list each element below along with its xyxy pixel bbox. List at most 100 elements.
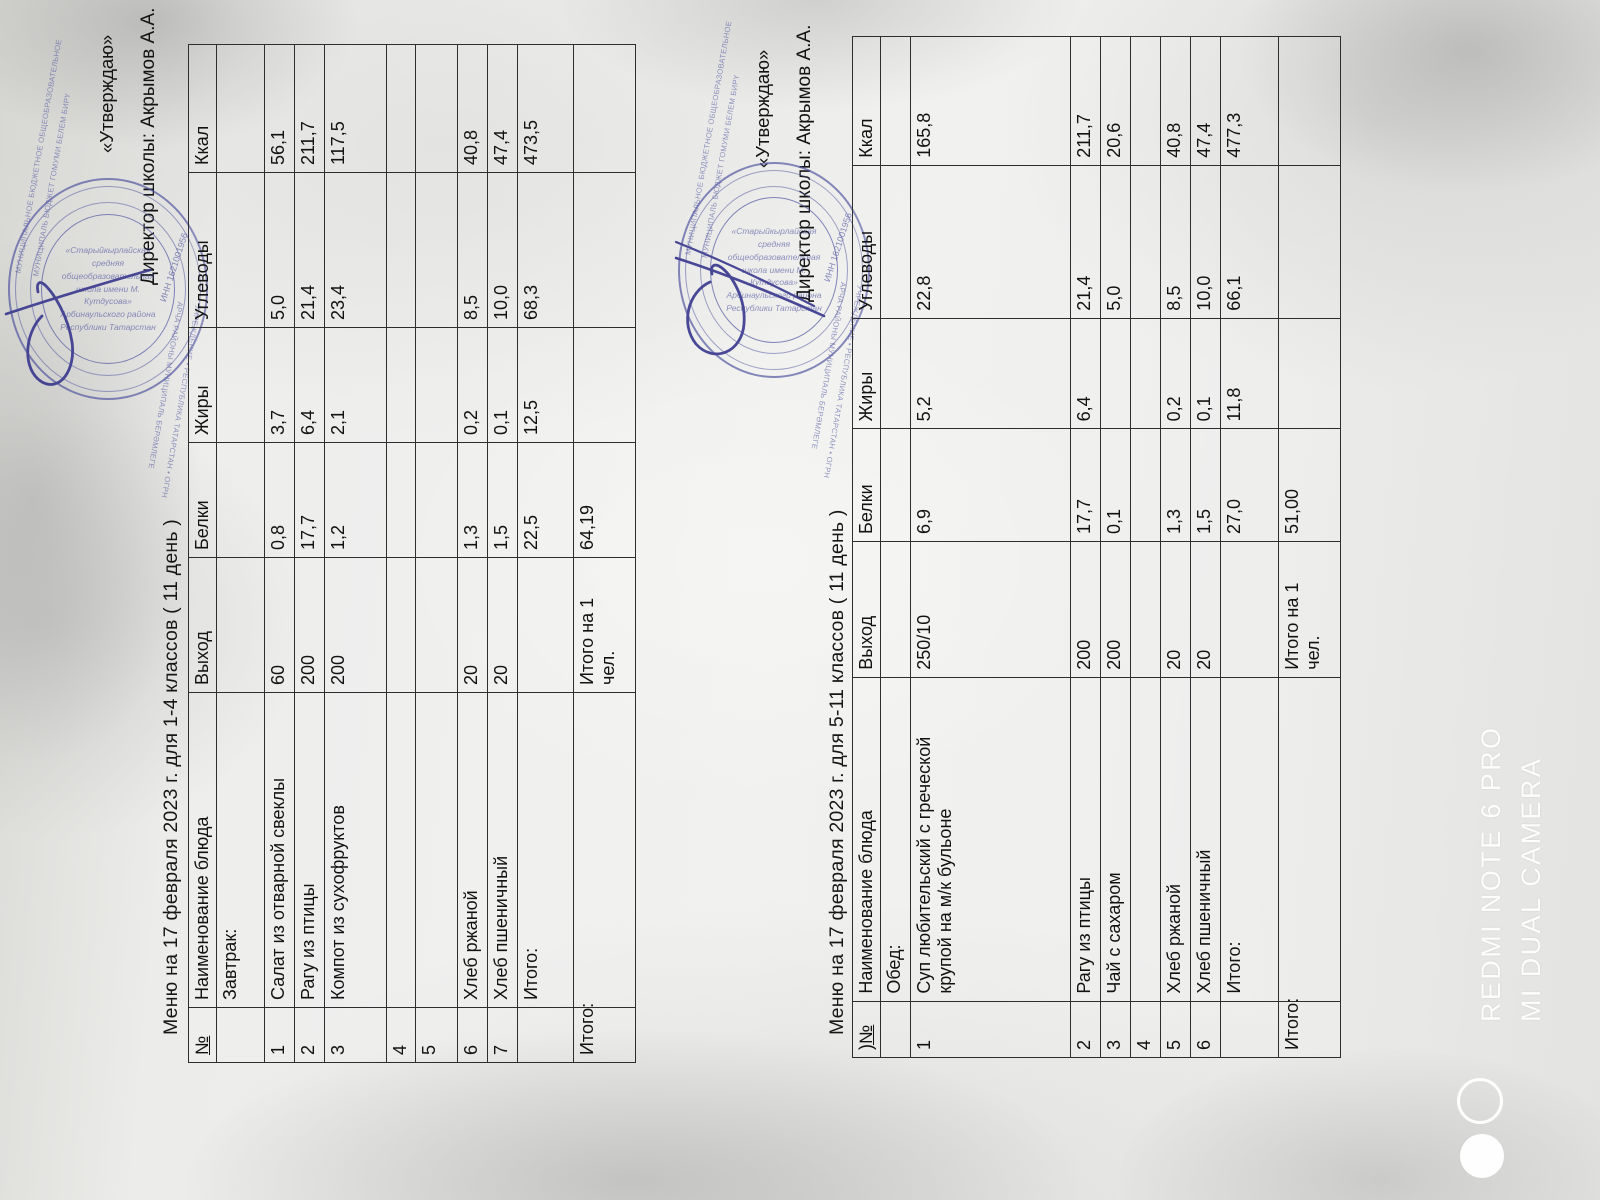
cell-kcal: 47,4 — [487, 44, 518, 173]
camera-lens-dot-icon — [1460, 1134, 1504, 1178]
grandtotal-fat — [1278, 318, 1341, 429]
table-row: 4 — [1130, 36, 1161, 1058]
grandtotal-carbs — [1278, 165, 1341, 319]
cell-dish: Компот из сухофруктов — [324, 692, 387, 1008]
cell-no: 5 — [1160, 1001, 1191, 1058]
subtotal-kcal: 477,3 — [1220, 36, 1279, 166]
col-header-output: Выход — [188, 557, 217, 693]
cell-no: 2 — [294, 1007, 325, 1063]
col-header-no: № — [188, 1007, 217, 1063]
cell-dish: Хлеб ржаной — [457, 692, 488, 1008]
cell-fat — [216, 327, 265, 443]
cell-no: 4 — [386, 1007, 416, 1063]
page-title-2: Меню на 17 февраля 2023 г. для 5-11 клас… — [826, 509, 848, 1035]
cell-fat: 6,4 — [294, 327, 325, 443]
cell-no — [216, 1007, 265, 1063]
table-grandtotal-row: Итого: Итого на 1 чел. 64,19 — [573, 44, 636, 1063]
table-row: 6 Хлеб ржаной 20 1,3 0,2 8,5 40,8 — [457, 44, 488, 1063]
cell-protein: 6,9 — [910, 428, 1071, 542]
camera-lens-ring-icon — [1457, 1078, 1503, 1124]
cell-output — [880, 541, 911, 678]
cell-output — [415, 557, 458, 693]
table-row: 2 Рагу из птицы 200 17,7 6,4 21,4 211,7 — [1070, 36, 1101, 1058]
cell-fat — [1100, 318, 1131, 429]
col-header-fat: Жиры — [852, 318, 881, 429]
table-subtotal-row: Итого: 27,0 11,8 66,1 477,3 — [1220, 36, 1279, 1058]
cell-no — [517, 1007, 574, 1063]
cell-dish: Рагу из птицы — [1070, 677, 1101, 1002]
subtotal-label: Итого: — [517, 692, 574, 1008]
subtotal-fat: 11,8 — [1220, 318, 1279, 429]
cell-output: 200 — [1100, 541, 1131, 678]
cell-dish — [1130, 677, 1161, 1002]
cell-output: 20 — [1190, 541, 1221, 678]
cell-fat — [1130, 318, 1161, 429]
approval-block-1: «Утверждаю» Директор школы: Акрымов А.А. — [96, 8, 160, 445]
table-grandtotal-row: Итого: Итого на 1 чел. 51,00 — [1278, 36, 1341, 1058]
cell-kcal: 117,5 — [324, 44, 387, 173]
approval-word-2: «Утверждаю» — [752, 49, 773, 168]
table-row: 5 — [415, 44, 458, 1063]
table-row: 6 Хлеб пшеничный 20 1,5 0,1 10,0 47,4 — [1190, 36, 1221, 1058]
cell-protein: 17,7 — [1070, 428, 1101, 542]
camera-watermark-model: REDMI NOTE 6 PRO — [1476, 725, 1506, 1022]
grandtotal-output: Итого на 1 чел. — [1278, 541, 1341, 678]
col-header-protein: Белки — [852, 428, 881, 542]
director-line-2: Директор школы: Акрымов А.А. — [794, 24, 815, 302]
grandtotal-protein: 51,00 — [1278, 428, 1341, 542]
cell-dish: Хлеб пшеничный — [1190, 677, 1221, 1002]
cell-output — [386, 557, 416, 693]
cell-kcal: 40,8 — [457, 44, 488, 173]
cell-no — [880, 1001, 911, 1058]
table-row: 2 Рагу из птицы 200 17,7 6,4 21,4 211,7 — [294, 44, 325, 1063]
cell-protein — [1130, 428, 1161, 542]
approval-word-1: «Утверждаю» — [96, 34, 117, 153]
cell-fat: 0,2 — [457, 327, 488, 443]
table-row: 5 Хлеб ржаной 20 1,3 0,2 8,5 40,8 — [1160, 36, 1191, 1058]
cell-protein: 1,5 — [1190, 428, 1221, 542]
cell-protein: 1,3 — [457, 442, 488, 558]
cell-fat: 3,7 — [264, 327, 295, 443]
menu-table-1: № Наименование блюда Выход Белки Жиры Уг… — [188, 44, 636, 1063]
cell-kcal: 20,6 — [1100, 36, 1131, 166]
cell-carbs: 21,4 — [294, 172, 325, 328]
table-row: 1 Салат из отварной свеклы 60 0,8 3,7 5,… — [264, 44, 295, 1063]
cell-fat: 0,1 — [1190, 318, 1221, 429]
cell-kcal — [880, 36, 911, 166]
cell-output: 20 — [457, 557, 488, 693]
cell-fat — [386, 327, 416, 443]
cell-protein — [415, 442, 458, 558]
col-header-dish: Наименование блюда — [188, 692, 217, 1008]
cell-carbs: 10,0 — [1190, 165, 1221, 319]
col-header-fat: Жиры — [188, 327, 217, 443]
cell-kcal: 47,4 — [1190, 36, 1221, 166]
cell-output: 20 — [487, 557, 518, 693]
cell-output: 60 — [264, 557, 295, 693]
cell-kcal — [415, 44, 458, 173]
approval-block-2: «Утверждаю» Директор школы: Акрымов А.А. — [752, 25, 816, 430]
paper-shadow-bottom-right — [1120, 1050, 1600, 1200]
table-row: 7 Хлеб пшеничный 20 1,5 0,1 10,0 47,4 — [487, 44, 518, 1063]
cell-output — [216, 557, 265, 693]
cell-carbs: 23,4 — [324, 172, 387, 328]
cell-protein — [880, 428, 911, 542]
cell-fat: 2,1 — [324, 327, 387, 443]
cell-carbs: 5,0 — [264, 172, 295, 328]
cell-kcal: 211,7 — [294, 44, 325, 173]
cell-dish: Завтрак: — [216, 692, 265, 1008]
grandtotal-dish — [573, 692, 636, 1008]
col-header-carbs: Углеводы — [188, 172, 217, 328]
cell-kcal: 211,7 — [1070, 36, 1101, 166]
cell-output: 200 — [294, 557, 325, 693]
cell-no — [1220, 1001, 1279, 1058]
cell-kcal — [386, 44, 416, 173]
table-header-row: № Наименование блюда Выход Белки Жиры Уг… — [188, 44, 217, 1063]
table-row: 3 Чай с сахаром 200 0,1 5,0 20,6 — [1100, 36, 1131, 1058]
subtotal-carbs: 66,1 — [1220, 165, 1279, 319]
cell-carbs: 10,0 — [487, 172, 518, 328]
subtotal-output — [517, 557, 574, 693]
subtotal-protein: 22,5 — [517, 442, 574, 558]
col-header-kcal: Ккал — [188, 44, 217, 173]
table-row: 1 Суп любительский с греческой крупой на… — [910, 36, 1071, 1058]
